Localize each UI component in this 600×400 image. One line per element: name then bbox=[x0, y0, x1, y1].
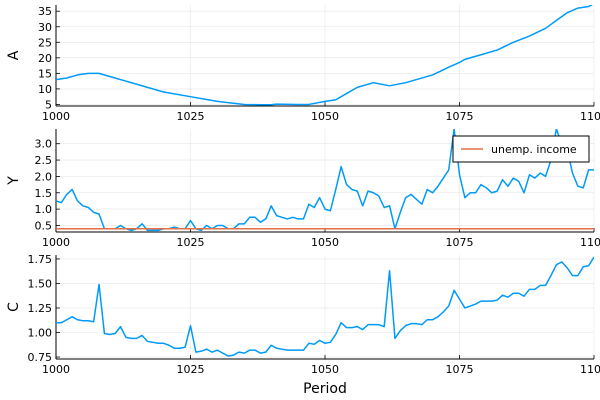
x-tick-label: 1050 bbox=[311, 110, 339, 123]
x-tick-label: 1050 bbox=[311, 363, 339, 376]
x-tick-label: 1075 bbox=[446, 110, 474, 123]
y-tick-label: 15 bbox=[38, 67, 52, 80]
x-tick-label: 1000 bbox=[42, 363, 70, 376]
x-tick-label: 1075 bbox=[446, 363, 474, 376]
y-tick-label: 10 bbox=[38, 83, 52, 96]
y-tick-label: 1.50 bbox=[28, 277, 53, 290]
y-tick-label: 0.75 bbox=[28, 351, 53, 364]
y-tick-label: 1.25 bbox=[28, 302, 53, 315]
x-tick-label: 1000 bbox=[42, 236, 70, 249]
figure-x-axis-label: Period bbox=[303, 381, 347, 397]
x-tick-label: 1025 bbox=[177, 110, 205, 123]
y-tick-label: 5 bbox=[45, 98, 52, 111]
y-tick-label: 25 bbox=[38, 36, 52, 49]
legend: unemp. income bbox=[452, 135, 590, 163]
series-line-main-0 bbox=[56, 256, 594, 357]
y-tick-label: 30 bbox=[38, 21, 52, 34]
y-tick-label: 1.00 bbox=[28, 327, 53, 340]
y-axis-label: A bbox=[6, 50, 22, 60]
y-axis-label: C bbox=[6, 302, 22, 312]
x-tick-label: 1025 bbox=[177, 363, 205, 376]
x-tick-label: 1025 bbox=[177, 236, 205, 249]
y-tick-label: 0.5 bbox=[35, 219, 53, 232]
y-tick-label: 35 bbox=[38, 5, 52, 18]
x-tick-label: 1000 bbox=[42, 110, 70, 123]
y-tick-label: 2.5 bbox=[35, 154, 53, 167]
y-tick-label: 1.5 bbox=[35, 187, 53, 200]
series-line-main-0 bbox=[56, 5, 593, 106]
y-tick-label: 20 bbox=[38, 52, 52, 65]
y-tick-label: 2.0 bbox=[35, 170, 53, 183]
y-tick-label: 1.0 bbox=[35, 203, 53, 216]
y-tick-label: 1.75 bbox=[28, 253, 53, 266]
x-tick-label: 1050 bbox=[311, 236, 339, 249]
legend-label: unemp. income bbox=[491, 143, 577, 156]
y-tick-label: 3.0 bbox=[35, 138, 53, 151]
x-tick-label: 1075 bbox=[446, 236, 474, 249]
chart-panels: 100010251050107511005101520253035A100010… bbox=[6, 5, 600, 376]
y-axis-label: Y bbox=[6, 176, 22, 186]
